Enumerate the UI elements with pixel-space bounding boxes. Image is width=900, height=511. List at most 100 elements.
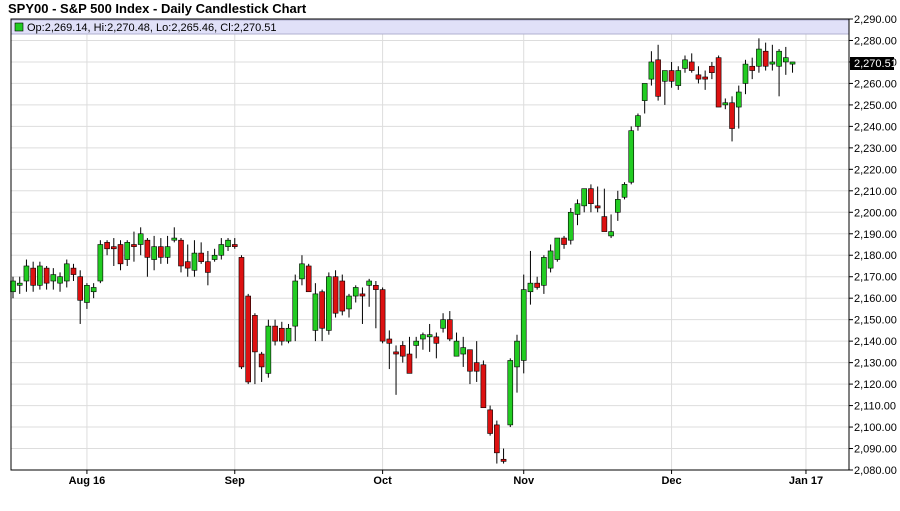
candle-body: [520, 289, 527, 361]
candle: [547, 244, 554, 273]
candle: [608, 214, 614, 239]
candle-body: [131, 244, 137, 247]
candle: [776, 49, 782, 97]
candle-body: [668, 70, 675, 82]
x-tick-label: Nov: [513, 475, 535, 487]
candle: [406, 336, 413, 374]
candle-body: [373, 285, 379, 290]
candle: [648, 51, 655, 86]
candle: [285, 323, 292, 344]
candle-body: [574, 203, 581, 215]
candle-body: [527, 282, 534, 293]
candle: [446, 311, 453, 342]
candle: [131, 231, 137, 262]
candle-body: [218, 244, 225, 256]
candle-body: [359, 293, 366, 297]
candle-body: [305, 265, 312, 293]
candle-body: [621, 184, 628, 198]
candle-body: [198, 252, 204, 262]
candle: [581, 188, 588, 213]
candle-body: [614, 199, 621, 213]
candle-body: [312, 293, 319, 331]
candle-body: [137, 233, 144, 245]
candle: [527, 250, 534, 305]
candle-body: [97, 244, 104, 282]
candle: [514, 334, 520, 393]
candle-body: [420, 334, 426, 340]
candle: [245, 293, 251, 385]
candle-body: [487, 409, 493, 434]
candle: [702, 70, 708, 90]
candle: [715, 55, 722, 108]
candle: [124, 240, 131, 266]
candle-body: [332, 276, 339, 314]
candle-body: [662, 70, 668, 82]
candle-body: [191, 252, 198, 271]
candle: [272, 319, 278, 346]
candle-body: [601, 216, 608, 232]
candle-body: [547, 250, 554, 269]
candle-body: [70, 267, 77, 275]
candle-body: [299, 263, 305, 280]
candle-body: [742, 63, 749, 84]
candle: [305, 263, 312, 293]
candle: [191, 240, 198, 277]
candle: [487, 405, 493, 436]
candle: [319, 289, 325, 342]
candle: [158, 238, 164, 264]
candle: [440, 313, 446, 333]
y-tick-label: 2,290.00: [854, 14, 897, 26]
candle: [312, 283, 319, 342]
y-tick-label: 2,160.00: [854, 293, 897, 305]
candle-body: [84, 285, 90, 303]
candle-body: [749, 65, 756, 71]
y-tick-label: 2,280.00: [854, 35, 897, 47]
candle-body: [399, 345, 406, 357]
candle: [164, 235, 171, 264]
candle-body: [413, 340, 420, 346]
candle-body: [238, 257, 245, 368]
candle-body: [561, 237, 567, 245]
candle: [756, 38, 762, 73]
candle-body: [339, 280, 346, 312]
y-tick-label: 2,100.00: [854, 422, 897, 434]
candle-body: [23, 265, 30, 282]
candle-body: [594, 205, 601, 209]
candle: [57, 272, 63, 292]
candle: [117, 240, 124, 271]
candle-body: [178, 239, 184, 267]
candle-body: [453, 340, 460, 357]
candle: [460, 336, 467, 367]
candle-body: [278, 327, 285, 342]
candle: [534, 276, 540, 290]
candle: [635, 113, 641, 131]
candle: [84, 283, 90, 309]
candle: [16, 276, 23, 294]
candle-body: [715, 57, 722, 108]
candle: [749, 57, 756, 80]
candle-body: [272, 325, 278, 342]
candle-body: [90, 287, 97, 293]
ohlc-legend-swatch: [14, 22, 24, 32]
candle: [184, 244, 191, 277]
candle-body: [16, 282, 23, 286]
y-tick-label: 2,080.00: [854, 465, 897, 477]
candle-body: [225, 239, 231, 247]
last-price-label: 2,270.51: [854, 58, 897, 70]
candle-body: [285, 327, 292, 342]
candle: [729, 96, 735, 142]
candle: [399, 341, 406, 363]
y-tick-label: 2,190.00: [854, 229, 897, 241]
candle: [682, 55, 688, 73]
candle: [662, 70, 668, 105]
candle: [688, 53, 695, 73]
candle: [326, 272, 332, 335]
candle: [137, 227, 144, 256]
candle-body: [541, 257, 547, 286]
y-axis: 2,080.00 2,090.00 2,100.00 2,110.00 2,120.00…: [849, 14, 897, 477]
candle: [567, 207, 574, 245]
candle-body: [776, 50, 782, 67]
candle: [789, 61, 796, 73]
y-tick-label: 2,220.00: [854, 164, 897, 176]
candle: [373, 281, 379, 329]
